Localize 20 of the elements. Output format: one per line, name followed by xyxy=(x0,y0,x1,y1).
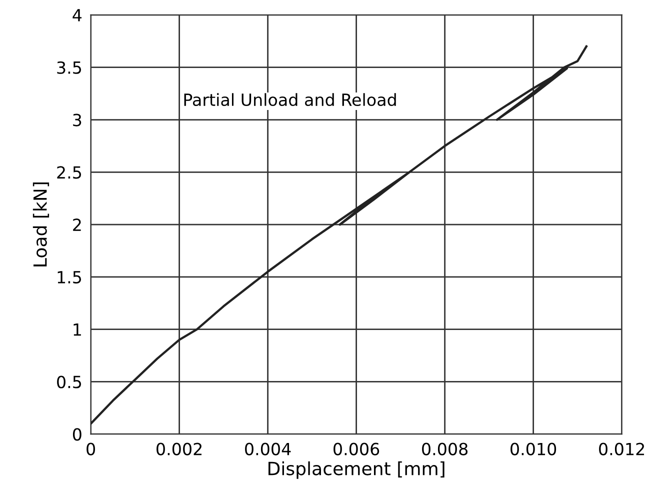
x-tick-label: 0 xyxy=(86,442,95,456)
y-tick-label: 3 xyxy=(73,114,82,126)
annotation: Partial Unload and Reload xyxy=(184,93,396,106)
y-tick-label: 1 xyxy=(74,324,81,336)
y-tick-label: 3.5 xyxy=(57,61,82,74)
y-tick-label: 1.5 xyxy=(58,271,82,284)
y-tick-label: 0.5 xyxy=(57,376,82,388)
x-axis-title: Displacement [mm] xyxy=(268,461,444,479)
y-axis-title: Load [kN] xyxy=(32,182,50,266)
x-tick-label: 0.010 xyxy=(510,442,556,456)
y-tick-label: 0 xyxy=(72,428,82,441)
x-tick-label: 0.004 xyxy=(245,442,291,456)
y-tick-label: 2 xyxy=(73,218,81,231)
y-tick-label: 4 xyxy=(72,9,82,22)
x-tick-label: 0.012 xyxy=(599,442,644,456)
x-tick-label: 0.008 xyxy=(422,442,468,456)
x-tick-label: 0.006 xyxy=(334,442,380,456)
x-tick-label: 0.002 xyxy=(156,442,202,456)
y-tick-label: 2.5 xyxy=(57,166,82,179)
line-series xyxy=(90,45,588,425)
